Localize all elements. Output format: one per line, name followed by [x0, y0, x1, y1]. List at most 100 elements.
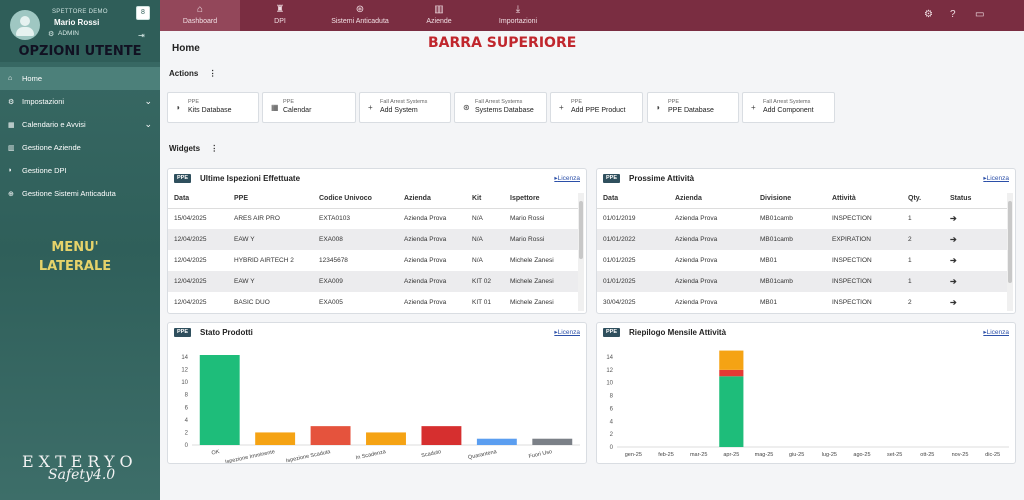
- table-row[interactable]: 12/04/2025 EAW Y EXA008 Azienda Prova N/…: [168, 229, 578, 250]
- download-icon: ⤓: [515, 4, 521, 15]
- column-header[interactable]: Qty.: [902, 190, 944, 209]
- column-header[interactable]: Codice Univoco: [313, 190, 398, 209]
- x-tick-label: mar-25: [690, 452, 707, 458]
- y-tick-label: 4: [610, 419, 614, 425]
- table-row[interactable]: 12/04/2025 HYBRID AIRTECH 2 12345678 Azi…: [168, 250, 578, 271]
- table-cell: INSPECTION: [832, 215, 872, 223]
- table-cell: Azienda Prova: [404, 257, 447, 264]
- tab-importazioni[interactable]: ⤓ Importazioni: [478, 0, 558, 31]
- license-link[interactable]: ▸Licenza: [554, 329, 580, 336]
- x-tick-label: set-25: [887, 452, 902, 458]
- sidebar-item-dpi[interactable]: ◗ Gestione DPI: [0, 159, 160, 182]
- table-cell: EXA008: [313, 229, 398, 250]
- action-systems-database[interactable]: ⊛ Fall Arrest Systems Systems Database: [454, 92, 547, 123]
- widget-monthly-summary: PPE Riepilogo Mensile Attività ▸Licenza …: [596, 322, 1016, 464]
- table-row[interactable]: 15/04/2025 ARES AIR PRO EXTA0103 Azienda…: [168, 208, 578, 229]
- action-ppe-database[interactable]: ◗ PPE PPE Database: [647, 92, 739, 123]
- sidebar-item-impostazioni[interactable]: ⚙ Impostazioni ⌄: [0, 90, 160, 113]
- table-cell: 12/04/2025: [174, 299, 207, 306]
- ppe-badge: PPE: [603, 328, 620, 337]
- more-icon[interactable]: ⋮: [210, 144, 219, 153]
- y-tick-label: 0: [610, 445, 614, 451]
- annotation-side-menu-line2: LATERALE: [38, 259, 112, 274]
- table-row[interactable]: 01/01/2025 Azienda Prova MB01 INSPECTION…: [597, 250, 1007, 271]
- column-header[interactable]: Data: [597, 190, 669, 209]
- user-name: Mario Rossi: [54, 18, 100, 27]
- license-link-text: Licenza: [557, 175, 580, 182]
- bar-segment: [719, 350, 744, 370]
- column-header[interactable]: Status: [944, 190, 1007, 209]
- y-tick-label: 2: [610, 432, 614, 438]
- action-add-system[interactable]: + Fall Arrest Systems Add System: [359, 92, 451, 123]
- table-row[interactable]: 01/01/2019 Azienda Prova MB01camb INSPEC…: [597, 208, 1007, 229]
- annotation-user-options: OPZIONI UTENTE: [18, 44, 142, 59]
- table-cell: MB01: [760, 257, 777, 264]
- tab-aziende[interactable]: ▥ Aziende: [401, 0, 477, 31]
- table-row[interactable]: 01/01/2025 Azienda Prova MB01camb INSPEC…: [597, 271, 1007, 292]
- sidebar-item-home[interactable]: ⌂ Home: [0, 67, 160, 90]
- avatar[interactable]: [10, 10, 40, 40]
- arrow-right-icon[interactable]: ➔: [950, 214, 957, 224]
- scrollbar[interactable]: [1007, 193, 1013, 311]
- notification-badge[interactable]: 8: [136, 6, 150, 20]
- column-header[interactable]: PPE: [228, 190, 313, 209]
- scrollbar-thumb[interactable]: [579, 201, 583, 259]
- annotation-side-menu: MENU' LATERALE: [0, 238, 150, 276]
- logout-icon[interactable]: ⇥: [138, 31, 145, 40]
- action-kits-database[interactable]: ◗ PPE Kits Database: [167, 92, 259, 123]
- column-header[interactable]: Ispettore: [504, 190, 578, 209]
- table-row[interactable]: 30/04/2025 Azienda Prova MB01 INSPECTION…: [597, 292, 1007, 313]
- arrow-right-icon[interactable]: ➔: [944, 271, 1007, 292]
- tab-dashboard[interactable]: ⌂ Dashboard: [160, 0, 240, 31]
- tab-sistemi-anticaduta[interactable]: ⊛ Sistemi Anticaduta: [320, 0, 400, 31]
- action-add-component[interactable]: + Fall Arrest Systems Add Component: [742, 92, 835, 123]
- help-icon[interactable]: ?: [950, 9, 956, 20]
- table-cell: Azienda Prova: [675, 215, 718, 223]
- sidebar-item-aziende[interactable]: ▥ Gestione Aziende: [0, 136, 160, 159]
- scrollbar-thumb[interactable]: [1008, 201, 1012, 283]
- shirt-icon: ♜: [275, 4, 285, 15]
- column-header[interactable]: Data: [168, 190, 228, 209]
- action-sub: PPE: [668, 99, 680, 105]
- sidebar-item-calendario[interactable]: ▦ Calendario e Avvisi ⌄: [0, 113, 160, 136]
- license-link[interactable]: ▸Licenza: [983, 329, 1009, 336]
- chat-icon[interactable]: ▭: [975, 9, 985, 20]
- column-header[interactable]: Kit: [466, 190, 504, 209]
- license-link[interactable]: ▸Licenza: [554, 175, 580, 182]
- table-cell: Azienda Prova: [404, 215, 447, 223]
- table-row[interactable]: 12/04/2025 BASIC DUO EXA005 Azienda Prov…: [168, 292, 578, 313]
- table-cell: 1: [908, 215, 912, 223]
- arrow-right-icon[interactable]: ➔: [950, 256, 957, 265]
- action-label: Kits Database: [188, 107, 232, 114]
- column-header[interactable]: Attività: [826, 190, 902, 209]
- sidebar-item-anticaduta[interactable]: ⊕ Gestione Sistemi Anticaduta: [0, 182, 160, 205]
- table-row[interactable]: 12/04/2025 EAW Y EXA009 Azienda Prova KI…: [168, 271, 578, 292]
- bar: [310, 426, 351, 445]
- action-sub: Fall Arrest Systems: [763, 99, 811, 105]
- table-cell: N/A: [466, 229, 504, 250]
- column-header[interactable]: Azienda: [669, 190, 754, 209]
- action-sub: Fall Arrest Systems: [475, 99, 523, 105]
- settings-icon[interactable]: ⚙: [924, 9, 933, 20]
- arrow-right-icon[interactable]: ➔: [950, 298, 957, 307]
- bar-segment: [719, 376, 744, 447]
- action-calendar[interactable]: ▦ PPE Calendar: [262, 92, 356, 123]
- action-sub: PPE: [571, 99, 583, 105]
- y-tick-label: 8: [185, 393, 189, 399]
- table-row[interactable]: 01/01/2022 Azienda Prova MB01camb EXPIRA…: [597, 229, 1007, 250]
- column-header[interactable]: Divisione: [754, 190, 826, 209]
- more-icon[interactable]: ⋮: [208, 69, 217, 78]
- lifebuoy-icon: ⊛: [355, 4, 365, 15]
- scrollbar[interactable]: [578, 193, 584, 311]
- action-label: Systems Database: [475, 107, 534, 114]
- gears-icon: ⚙: [8, 98, 15, 106]
- tab-dpi[interactable]: ♜ DPI: [242, 0, 318, 31]
- table-cell: EAW Y: [228, 271, 313, 292]
- column-header[interactable]: Azienda: [398, 190, 466, 209]
- bar: [366, 432, 406, 445]
- license-link[interactable]: ▸Licenza: [983, 175, 1009, 182]
- table-cell: Azienda Prova: [398, 229, 466, 250]
- arrow-right-icon[interactable]: ➔: [944, 229, 1007, 250]
- action-add-ppe-product[interactable]: + PPE Add PPE Product: [550, 92, 643, 123]
- table-cell: KIT 02: [466, 271, 504, 292]
